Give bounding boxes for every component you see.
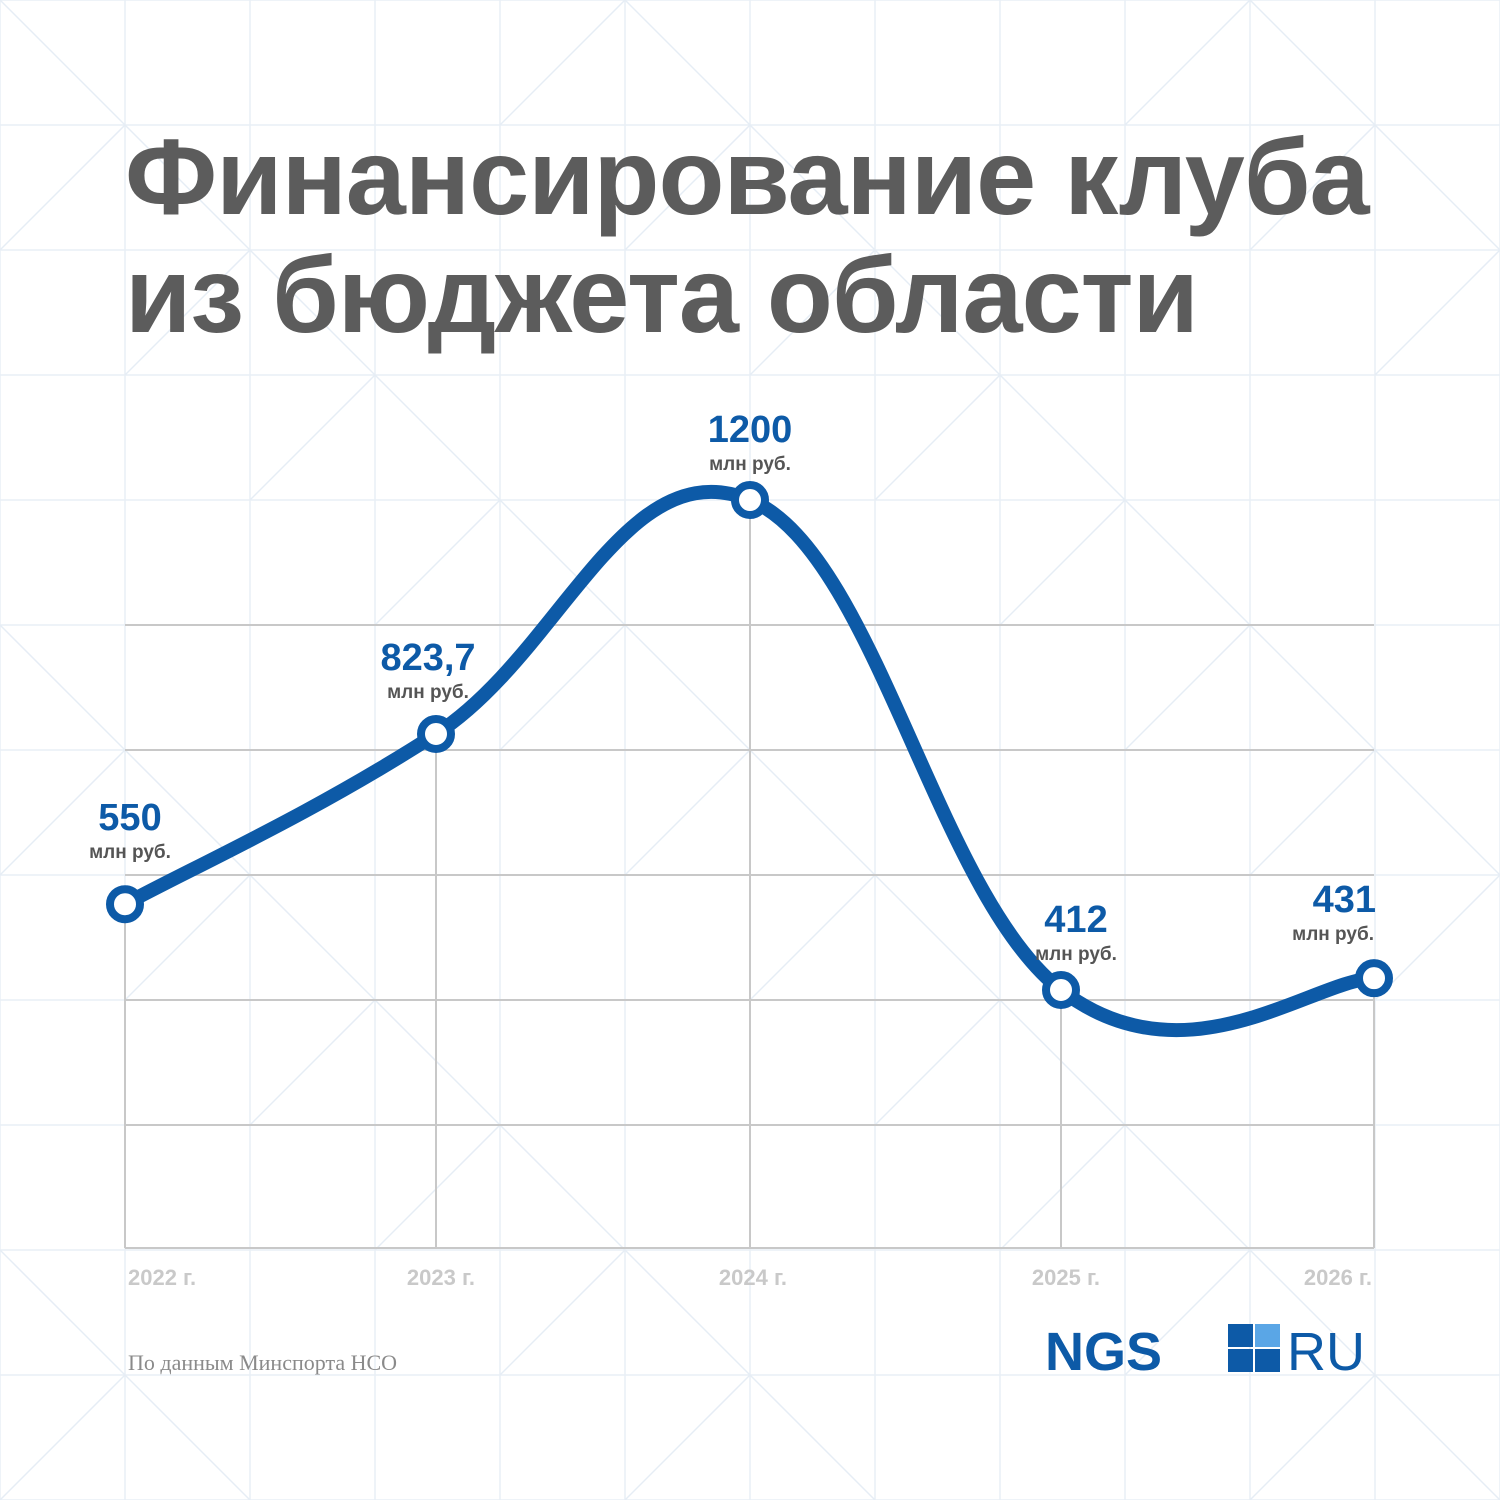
series-layer	[106, 481, 1393, 1038]
title-line-2: из бюджета области	[125, 234, 1199, 355]
title-line-1: Финансирование клуба	[125, 116, 1370, 237]
data-label-value: 431	[1313, 879, 1376, 921]
data-label-value: 823,7	[380, 637, 475, 679]
chart-grid	[124, 500, 1375, 1249]
x-tick-label: 2026 г.	[1304, 1265, 1372, 1290]
data-labels: 550 млн руб. 823,7 млн руб. 1200 млн руб. 412 м…	[89, 409, 1376, 965]
logo-text-ngs: NGS	[1045, 1322, 1162, 1374]
logo-text-ru: RU	[1287, 1322, 1365, 1374]
data-label-unit: млн руб.	[1035, 944, 1117, 965]
x-tick-label: 2022 г.	[128, 1265, 196, 1290]
data-point-marker	[106, 885, 144, 924]
data-label-value: 1200	[708, 409, 793, 451]
data-point-marker	[417, 714, 455, 753]
data-label-unit: млн руб.	[709, 454, 791, 475]
data-label-value: 550	[98, 797, 161, 839]
data-label-value: 412	[1044, 899, 1107, 941]
chart-title: Финансирование клуба из бюджета области	[125, 116, 1370, 355]
source-note: По данным Минспорта НСО	[128, 1350, 398, 1375]
x-tick-label: 2025 г.	[1032, 1265, 1100, 1290]
x-tick-label: 2024 г.	[719, 1265, 787, 1290]
data-point-marker	[1042, 971, 1080, 1009]
data-point-marker	[731, 481, 769, 519]
data-point-marker	[1355, 959, 1393, 998]
data-label-unit: млн руб.	[387, 682, 469, 703]
x-tick-label: 2023 г.	[407, 1265, 475, 1290]
x-axis-ticks: 2022 г. 2023 г. 2024 г. 2025 г. 2026 г.	[128, 1265, 1372, 1290]
logo-squares-icon	[1228, 1324, 1280, 1372]
data-label-unit: млн руб.	[89, 842, 171, 863]
ngs-ru-logo: NGS RU	[1045, 1322, 1365, 1374]
data-label-unit: млн руб.	[1292, 924, 1374, 945]
